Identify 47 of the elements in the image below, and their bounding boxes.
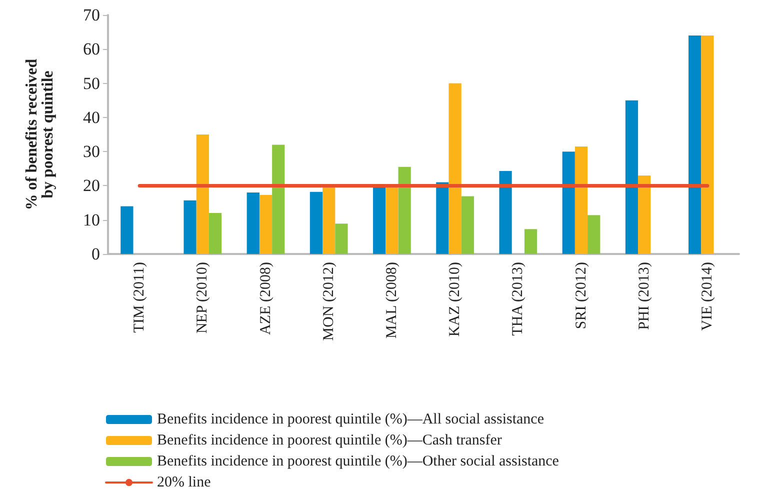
bar — [588, 215, 600, 254]
y-tick-label: 30 — [83, 142, 100, 162]
y-tick-label: 0 — [92, 244, 100, 264]
y-tick-label: 10 — [83, 210, 100, 230]
bar — [322, 186, 336, 254]
y-tick-label: 40 — [83, 108, 100, 127]
bar — [184, 200, 196, 254]
bar — [625, 100, 638, 254]
bar — [701, 35, 714, 254]
bar — [562, 152, 575, 254]
x-tick-label: TIM (2011) — [132, 262, 148, 333]
legend-label: Benefits incidence in poorest quintile (%)—Other social assistance — [157, 454, 560, 470]
bar — [246, 192, 260, 254]
y-axis-title: % of benefits received by poorest quintile — [24, 58, 56, 210]
bar — [524, 229, 538, 254]
legend-label: Benefits incidence in poorest quintile (%)—All social assistance — [157, 412, 544, 428]
bar — [574, 146, 588, 254]
x-tick-label: MON (2012) — [320, 262, 337, 341]
bar — [638, 175, 651, 254]
x-tick-label: AZE (2008) — [258, 262, 274, 335]
x-tick-label: SRI (2012) — [573, 262, 590, 330]
x-tick-label: MAL (2008) — [384, 262, 400, 339]
bar — [196, 134, 209, 254]
x-tick-label: VIE (2014) — [699, 262, 716, 331]
bar — [335, 224, 348, 254]
bar — [120, 206, 134, 254]
y-tick-label: 20 — [83, 176, 100, 196]
bar — [436, 182, 449, 254]
x-tick-label: NEP (2010) — [194, 262, 211, 334]
x-tick-label: THA (2013) — [510, 262, 526, 336]
bar — [398, 166, 411, 254]
bar — [310, 192, 323, 254]
y-tick-label: 50 — [83, 74, 100, 93]
legend-label: Benefits incidence in poorest quintile (%)—Cash transfer — [157, 432, 502, 448]
y-tick-label: 60 — [83, 40, 100, 59]
bar — [688, 35, 702, 254]
bar — [208, 213, 222, 254]
y-tick-label: 70 — [83, 6, 100, 24]
bar — [461, 196, 474, 254]
x-tick-label: PHI (2013) — [636, 262, 652, 330]
bar — [259, 194, 272, 254]
legend-label: 20% line — [157, 474, 212, 490]
bar — [272, 144, 285, 254]
bar — [448, 83, 462, 254]
x-tick-label: KAZ (2010) — [447, 262, 464, 337]
bar — [386, 186, 398, 254]
bar — [499, 171, 512, 254]
